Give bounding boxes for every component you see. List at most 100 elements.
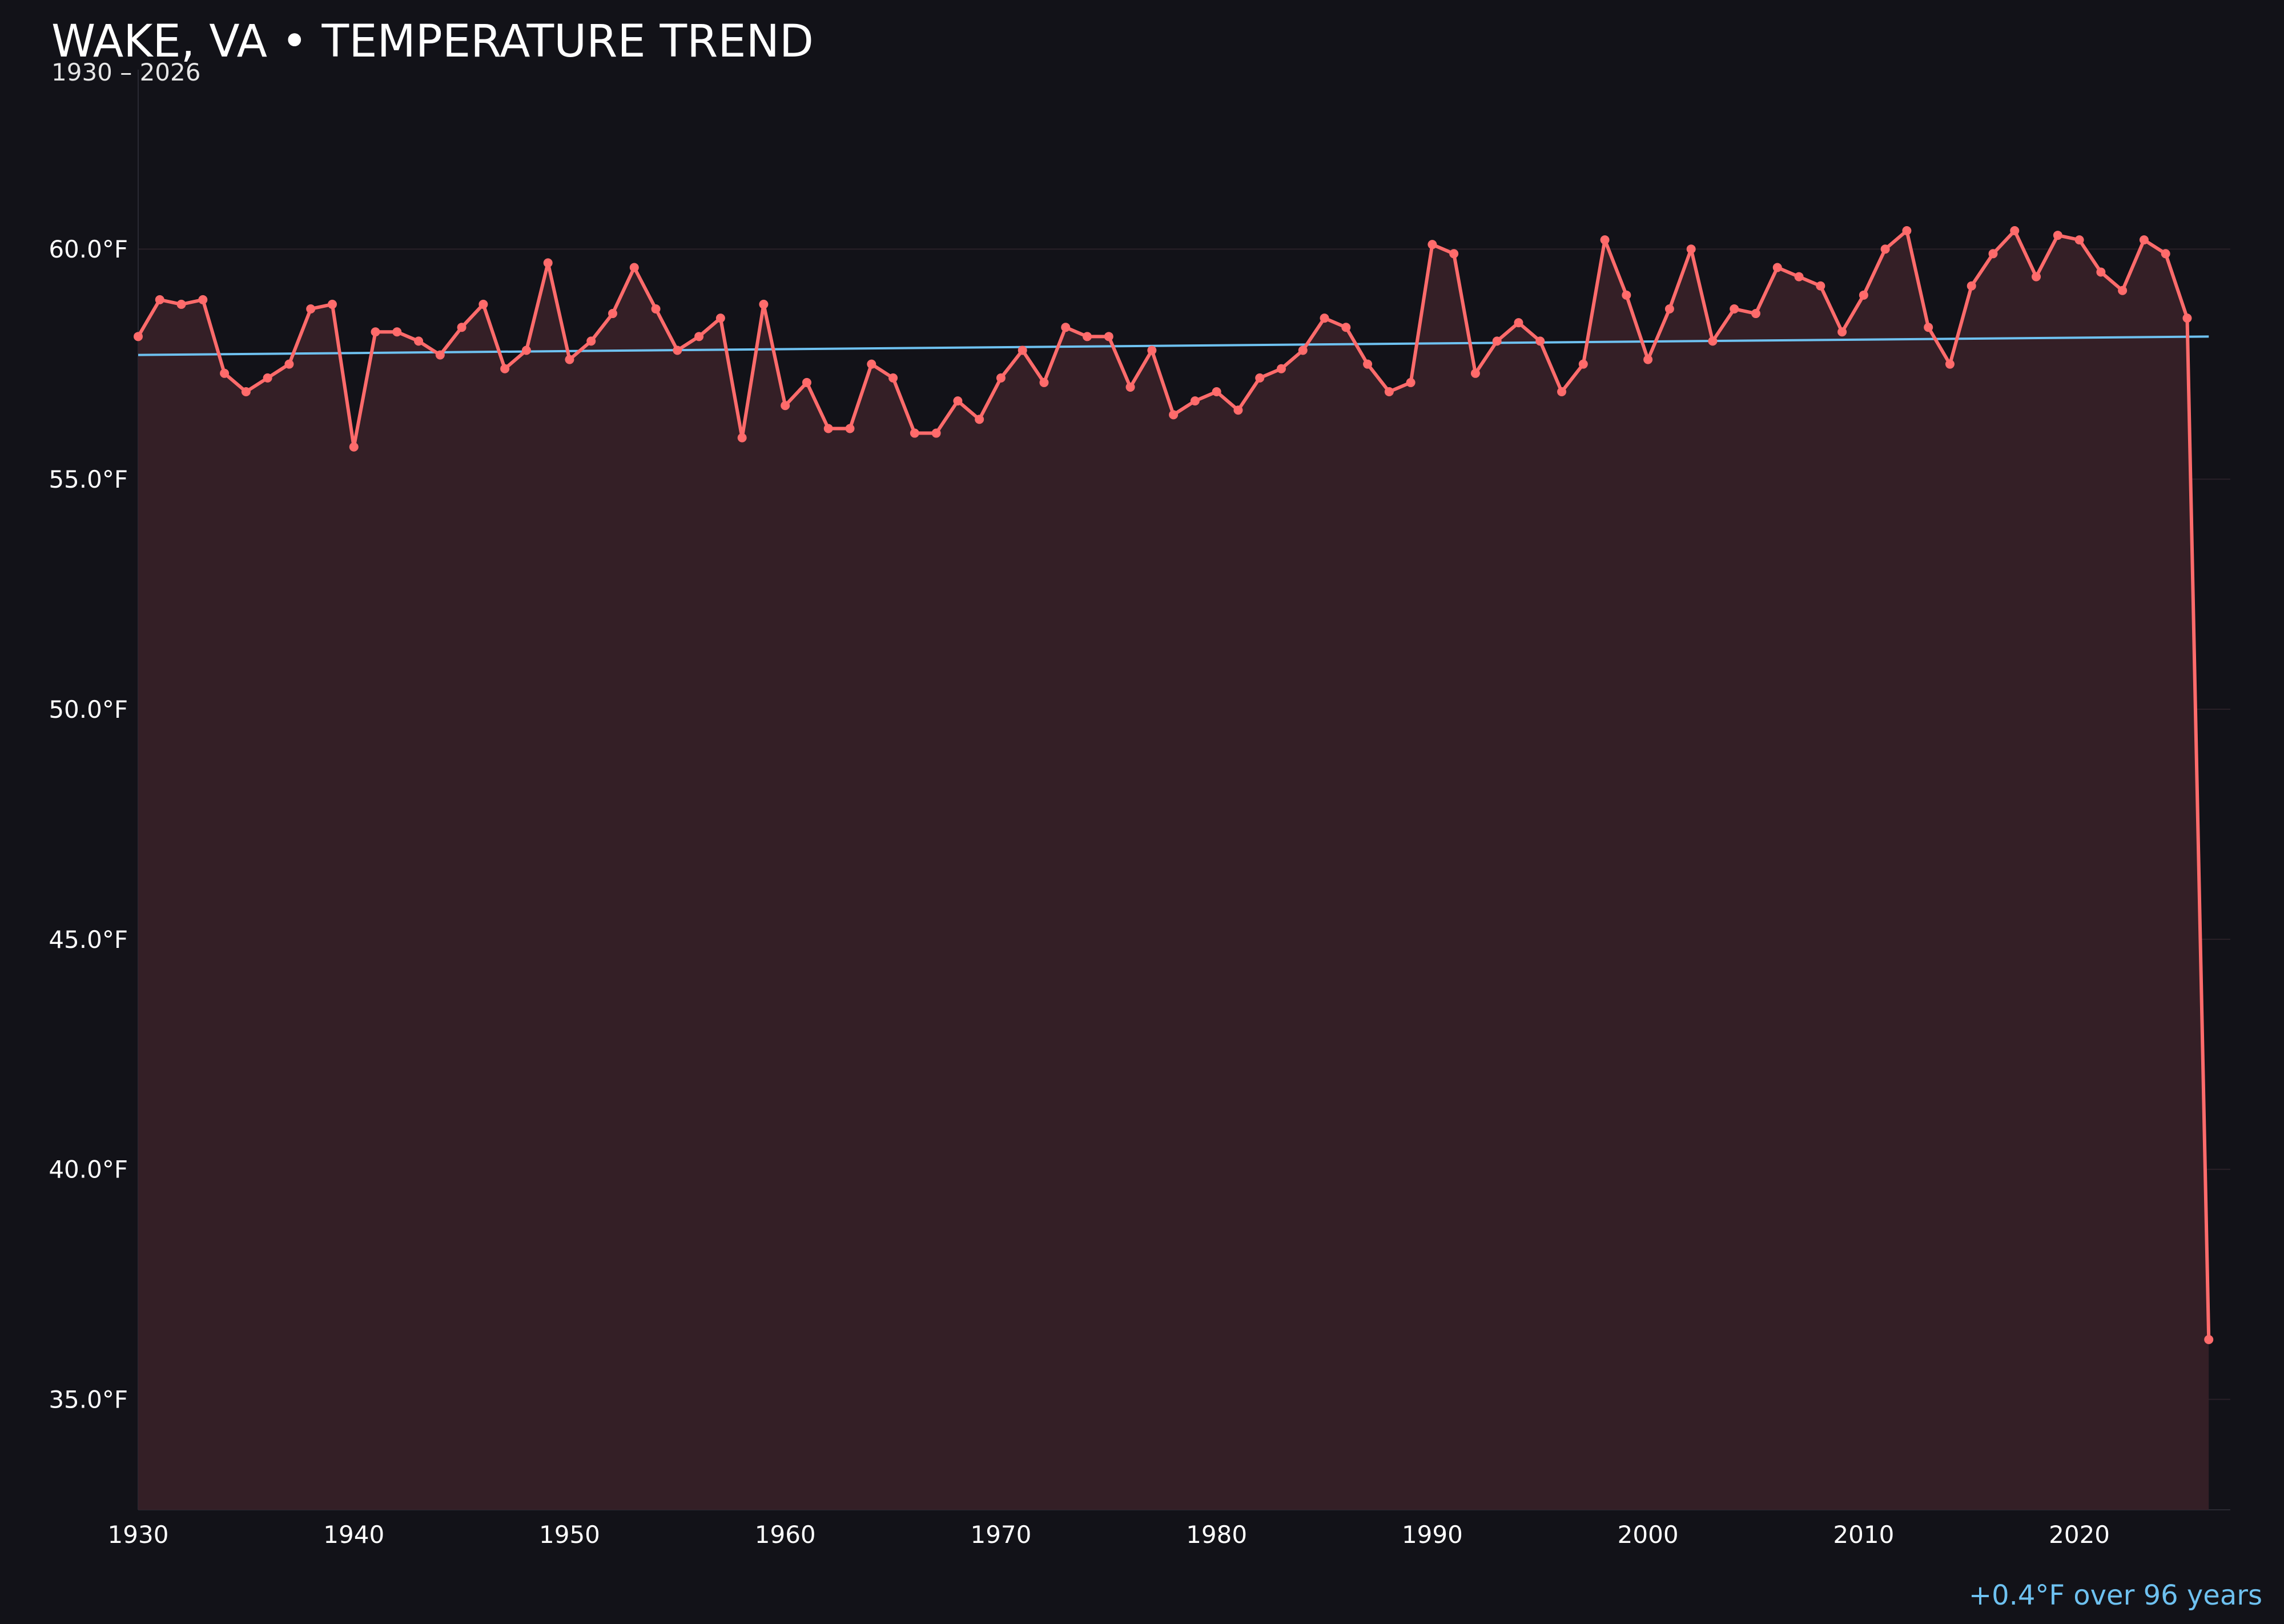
data-point: [888, 373, 898, 383]
data-point: [1018, 345, 1027, 355]
data-point: [1643, 355, 1653, 364]
x-tick-label: 1960: [755, 1521, 816, 1549]
data-point: [737, 433, 747, 443]
x-axis: 1930 1940 1950 1960 1970 1980 1990 2000 2010 2020: [108, 1521, 2110, 1549]
data-point: [1341, 323, 1351, 332]
data-point: [435, 350, 445, 360]
data-point: [975, 415, 984, 424]
x-tick-label: 1950: [539, 1521, 600, 1549]
data-point: [155, 295, 164, 304]
chart-title: WAKE, VA • TEMPERATURE TREND: [51, 16, 814, 67]
data-point: [1255, 373, 1265, 383]
x-tick-label: 1970: [970, 1521, 1031, 1549]
y-tick-label: 55.0°F: [49, 465, 128, 493]
data-point: [1708, 336, 1718, 346]
data-point: [1924, 323, 1933, 332]
x-tick-label: 2000: [1618, 1521, 1679, 1549]
data-point: [1427, 240, 1437, 250]
x-tick-label: 1990: [1402, 1521, 1463, 1549]
data-point: [1104, 332, 1113, 341]
data-point: [1190, 396, 1200, 406]
data-point: [823, 424, 833, 433]
data-point: [1363, 359, 1373, 369]
data-point: [1320, 313, 1329, 323]
data-point: [867, 359, 876, 369]
data-point: [781, 401, 790, 411]
data-point: [1233, 405, 1243, 415]
data-point: [263, 373, 272, 383]
x-tick-label: 1940: [323, 1521, 384, 1549]
data-point: [457, 323, 467, 332]
data-point: [1751, 309, 1760, 319]
data-point: [1686, 244, 1696, 254]
x-tick-label: 1930: [108, 1521, 169, 1549]
data-point: [220, 368, 230, 378]
data-point: [241, 387, 251, 397]
data-point: [1298, 345, 1308, 355]
data-point: [1880, 244, 1890, 254]
data-point: [543, 258, 553, 268]
data-point: [1730, 304, 1739, 313]
data-point: [371, 327, 380, 337]
data-point: [1902, 226, 1912, 236]
data-point: [608, 309, 618, 319]
data-point: [1449, 249, 1459, 259]
data-point: [2161, 249, 2170, 259]
data-point: [2096, 267, 2106, 277]
data-point: [715, 313, 725, 323]
data-point: [2010, 226, 2020, 236]
data-point: [1967, 281, 1976, 291]
trend-line: [138, 335, 2209, 356]
data-points: [134, 226, 2214, 1344]
data-point: [284, 359, 294, 369]
data-point: [1212, 387, 1221, 397]
data-point: [1406, 377, 1416, 387]
y-tick-label: 45.0°F: [49, 926, 128, 954]
x-tick-label: 1980: [1186, 1521, 1247, 1549]
area-fill: [138, 231, 2209, 1510]
y-axis: 35.0°F 40.0°F 45.0°F 50.0°F 55.0°F 60.0°F: [49, 235, 128, 1413]
data-point: [1514, 318, 1523, 328]
data-point: [565, 355, 574, 364]
data-point: [651, 304, 661, 313]
data-point: [673, 345, 682, 355]
x-tick-label: 2010: [1833, 1521, 1894, 1549]
data-point: [134, 332, 143, 341]
trend-annotation: +0.4°F over 96 years: [1968, 1579, 2262, 1611]
data-point: [2074, 235, 2084, 245]
data-point: [996, 373, 1006, 383]
data-point: [1147, 345, 1157, 355]
y-tick-label: 60.0°F: [49, 235, 128, 263]
data-point: [176, 299, 186, 309]
data-point: [1384, 387, 1394, 397]
data-point: [1061, 323, 1071, 332]
data-point: [1557, 387, 1567, 397]
data-point: [306, 304, 316, 313]
data-point: [327, 299, 337, 309]
data-point: [1276, 364, 1286, 373]
y-tick-label: 50.0°F: [49, 696, 128, 723]
data-point: [2053, 231, 2062, 240]
data-point: [629, 263, 639, 272]
data-point: [2182, 313, 2192, 323]
data-point: [1816, 281, 1825, 291]
data-point: [910, 428, 919, 438]
data-point: [845, 424, 855, 433]
data-point: [1169, 410, 1179, 420]
y-tick-label: 40.0°F: [49, 1156, 128, 1184]
data-point: [1794, 272, 1804, 282]
data-point: [1772, 263, 1782, 272]
data-point: [1535, 336, 1545, 346]
data-point: [478, 299, 488, 309]
data-point: [1470, 368, 1480, 378]
data-point: [2204, 1334, 2214, 1344]
data-point: [2118, 286, 2128, 295]
data-point: [521, 345, 531, 355]
y-tick-label: 35.0°F: [49, 1386, 128, 1414]
data-point: [414, 336, 424, 346]
data-point: [802, 377, 811, 387]
data-point: [500, 364, 510, 373]
data-point: [349, 442, 359, 452]
data-point: [198, 295, 208, 304]
